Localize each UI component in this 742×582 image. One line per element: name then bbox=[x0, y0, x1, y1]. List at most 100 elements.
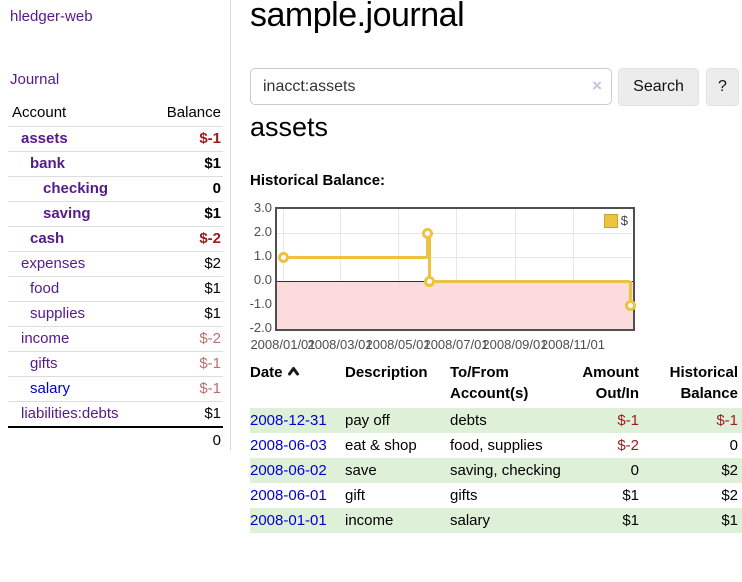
chart-series-line bbox=[283, 255, 428, 259]
y-axis-label: 1.0 bbox=[253, 248, 272, 263]
register-amount-cell: $1 bbox=[622, 512, 639, 529]
sidebar-account-link[interactable]: food bbox=[30, 280, 60, 297]
register-date-cell: 2008-12-31 bbox=[250, 408, 345, 433]
register-description-cell: pay off bbox=[345, 412, 390, 429]
register-description-cell: save bbox=[345, 462, 377, 479]
register-description-cell: eat & shop bbox=[345, 437, 417, 454]
register-accounts-cell: gifts bbox=[450, 487, 478, 504]
sidebar-account-link[interactable]: checking bbox=[43, 180, 109, 197]
sidebar-account-link[interactable]: expenses bbox=[21, 255, 86, 272]
register-balance-cell: $-1 bbox=[716, 412, 738, 429]
clear-search-icon[interactable]: × bbox=[592, 76, 602, 95]
sidebar-account-link[interactable]: assets bbox=[21, 130, 68, 147]
search-input-wrap: × bbox=[250, 68, 612, 105]
app-brand-link[interactable]: hledger-web bbox=[10, 8, 93, 25]
transaction-date-link[interactable]: 2008-01-01 bbox=[250, 512, 327, 529]
register-balance-cell: $2 bbox=[721, 462, 738, 479]
transaction-date-link[interactable]: 2008-06-03 bbox=[250, 437, 327, 454]
register-description-cell: gift bbox=[345, 487, 366, 504]
account-balance: $1 bbox=[150, 151, 223, 177]
chart-gridline bbox=[572, 209, 574, 329]
register-header-accounts: To/From Account(s) bbox=[450, 360, 568, 408]
register-accounts-cell: saving, checking bbox=[450, 462, 561, 479]
account-name-cell: gifts bbox=[8, 351, 151, 377]
account-row: saving $1 bbox=[8, 201, 223, 227]
account-row: bank $1 bbox=[8, 151, 223, 177]
page-title: sample.journal bbox=[250, 0, 465, 34]
search-button[interactable]: Search bbox=[618, 68, 699, 106]
search-help-button[interactable]: ? bbox=[706, 68, 739, 106]
sidebar-item-journal[interactable]: Journal bbox=[10, 71, 60, 88]
account-balance: $1 bbox=[150, 301, 223, 327]
balance-chart: $ 2008/01/01 2008/03/01 2008/05/01 2008/07/… bbox=[250, 200, 742, 356]
chart-plot-area: $ bbox=[275, 207, 636, 331]
account-balance: 0 bbox=[150, 176, 223, 202]
sidebar-account-link[interactable]: gifts bbox=[30, 355, 58, 372]
sidebar-account-link[interactable]: supplies bbox=[30, 305, 86, 322]
account-name-cell: salary bbox=[8, 376, 151, 402]
y-axis-label: -2.0 bbox=[249, 320, 272, 335]
account-row: salary $-1 bbox=[8, 376, 223, 402]
transaction-date-link[interactable]: 2008-12-31 bbox=[250, 412, 327, 429]
account-balance: $1 bbox=[150, 201, 223, 227]
account-name-cell: income bbox=[8, 326, 151, 352]
account-name-cell: cash bbox=[8, 226, 151, 252]
x-axis-label: 2008/01/01 bbox=[250, 337, 316, 352]
y-axis-label: 3.0 bbox=[253, 200, 272, 215]
sidebar-account-link[interactable]: income bbox=[21, 330, 70, 347]
sidebar-account-link[interactable]: salary bbox=[30, 380, 71, 397]
accounts-header-balance: Balance bbox=[166, 104, 221, 121]
account-name-cell: expenses bbox=[8, 251, 151, 277]
account-row: food $1 bbox=[8, 276, 223, 302]
register-row: 2008-12-31 pay off debts $-1 $-1 bbox=[250, 408, 742, 433]
chart-series-line bbox=[426, 233, 429, 257]
accounts-table: Account Balance assets $-1 bank $1 checking 0… bbox=[8, 100, 223, 453]
search-input[interactable] bbox=[250, 68, 612, 105]
register-header-date[interactable]: Date bbox=[250, 360, 345, 408]
x-axis-label: 2008/07/01 bbox=[423, 337, 489, 352]
sidebar-account-link[interactable]: saving bbox=[43, 205, 91, 222]
account-heading: assets bbox=[250, 112, 329, 142]
register-accounts-cell: salary bbox=[450, 512, 491, 529]
register-balance-cell: $2 bbox=[721, 487, 738, 504]
search-form: × Search ? bbox=[250, 68, 742, 106]
account-row: income $-2 bbox=[8, 326, 223, 352]
chart-gridline bbox=[398, 209, 400, 329]
register-amount-cell: $-1 bbox=[617, 412, 639, 429]
sidebar-account-link[interactable]: bank bbox=[30, 155, 66, 172]
register-header-row: Date Description To/From Account(s) Amou… bbox=[250, 360, 742, 408]
register-balance-cell: $1 bbox=[721, 512, 738, 529]
account-balance: $-1 bbox=[150, 126, 223, 152]
register-header-accounts-line1: To/From bbox=[450, 364, 509, 381]
register-date-cell: 2008-06-01 bbox=[250, 483, 345, 508]
account-row: expenses $2 bbox=[8, 251, 223, 277]
account-name-cell: liabilities:debts bbox=[8, 401, 151, 427]
register-header-amount-line2: Out/In bbox=[595, 385, 639, 402]
chart-legend: $ bbox=[601, 212, 630, 229]
sidebar-account-link[interactable]: cash bbox=[30, 230, 65, 247]
chart-point bbox=[624, 299, 636, 311]
accounts-header-row: Account Balance bbox=[8, 100, 223, 127]
account-row: liabilities:debts $1 bbox=[8, 401, 223, 427]
accounts-header-account: Account bbox=[12, 104, 67, 121]
register-header-amount: Amount Out/In bbox=[568, 360, 643, 408]
transaction-date-link[interactable]: 2008-06-01 bbox=[250, 487, 327, 504]
chart-gridline bbox=[514, 209, 516, 329]
register-header-description: Description bbox=[345, 364, 428, 381]
sidebar-account-link[interactable]: liabilities:debts bbox=[21, 405, 119, 422]
y-axis-label: 0.0 bbox=[253, 272, 272, 287]
chart-point bbox=[277, 251, 289, 263]
account-name-cell: supplies bbox=[8, 301, 151, 327]
transaction-date-link[interactable]: 2008-06-02 bbox=[250, 462, 327, 479]
register-header-amount-line1: Amount bbox=[582, 364, 639, 381]
account-row: cash $-2 bbox=[8, 226, 223, 252]
register-row: 2008-06-03 eat & shop food, supplies $-2 0 bbox=[250, 433, 742, 458]
account-balance: $2 bbox=[150, 251, 223, 277]
account-row: gifts $-1 bbox=[8, 351, 223, 377]
sort-ascending-icon bbox=[287, 367, 299, 376]
chart-section-label: Historical Balance: bbox=[250, 172, 386, 189]
sidebar: hledger-web Journal Account Balance asse… bbox=[0, 0, 231, 453]
register-date-cell: 2008-06-03 bbox=[250, 433, 345, 458]
account-balance: $1 bbox=[150, 276, 223, 302]
